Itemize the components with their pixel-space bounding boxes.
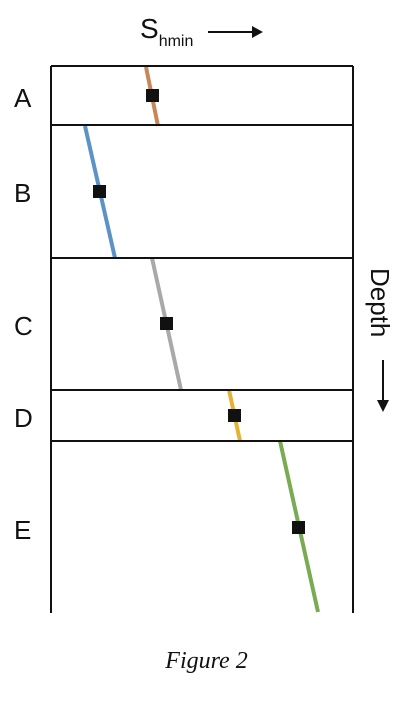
layer-label-b: B (14, 178, 31, 208)
layer-label-a: A (14, 83, 32, 113)
layer-label-d: D (14, 403, 33, 433)
layer-a: A (14, 66, 160, 127)
layer-label-e: E (14, 515, 31, 545)
data-marker-b (93, 185, 106, 198)
layer-b: B (14, 125, 117, 259)
stress-depth-diagram: Shmin Depth A B C D E (14, 13, 395, 613)
shmin-axis-label: Shmin (140, 13, 193, 50)
data-marker-e (292, 521, 305, 534)
layer-d: D (14, 389, 242, 442)
shmin-arrow-icon (208, 26, 263, 38)
layer-label-c: C (14, 311, 33, 341)
depth-axis-label: Depth (365, 268, 395, 337)
layer-frame (50, 65, 354, 613)
layer-e: E (14, 440, 320, 613)
data-marker-c (160, 317, 173, 330)
data-marker-a (146, 89, 159, 102)
figure-caption: Figure 2 (165, 648, 248, 674)
depth-arrow-icon (377, 360, 389, 412)
data-marker-d (228, 409, 241, 422)
layer-c: C (14, 257, 183, 391)
